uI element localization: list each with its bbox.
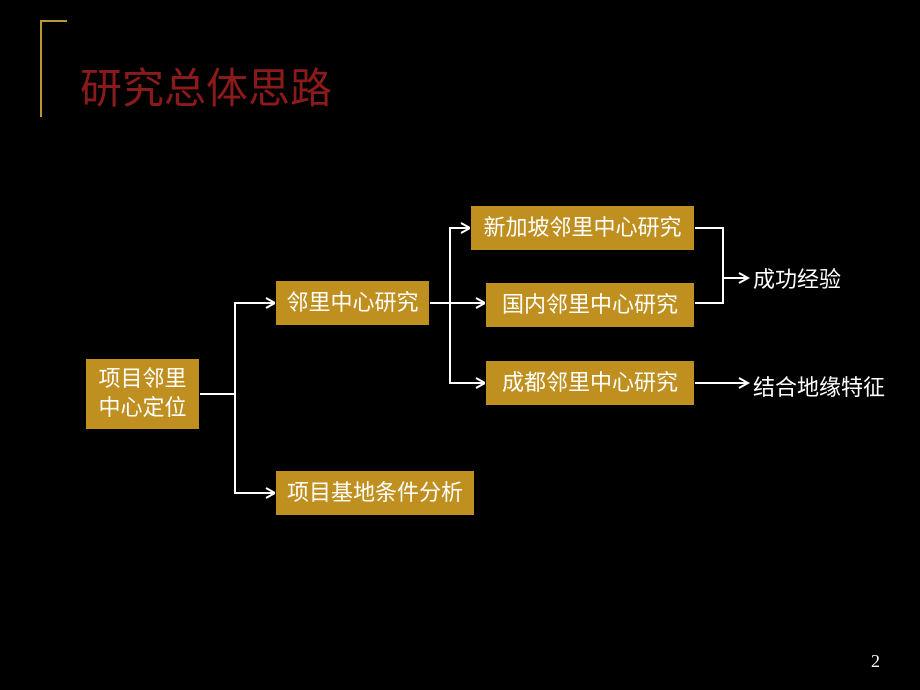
flowchart-node-cd: 成都邻里中心研究 xyxy=(485,360,695,406)
edge xyxy=(430,228,470,303)
flowchart-node-study: 邻里中心研究 xyxy=(275,280,430,326)
slide: 研究总体思路 项目邻里 中心定位邻里中心研究项目基地条件分析新加坡邻里中心研究国… xyxy=(0,0,920,690)
flowchart-edges xyxy=(0,0,920,690)
flowchart-node-site: 项目基地条件分析 xyxy=(275,470,475,516)
page-number: 2 xyxy=(871,651,880,672)
flowchart-annotation-a1: 成功经验 xyxy=(753,262,841,294)
flowchart-node-sgp: 新加坡邻里中心研究 xyxy=(470,205,695,251)
flowchart-annotation-a2: 结合地缘特征 xyxy=(753,370,885,402)
edge xyxy=(450,303,485,383)
flowchart-node-dom: 国内邻里中心研究 xyxy=(485,282,695,328)
edge xyxy=(695,228,748,278)
flowchart-node-root: 项目邻里 中心定位 xyxy=(85,358,200,430)
edge xyxy=(235,394,275,493)
edge xyxy=(200,303,275,394)
edge xyxy=(695,278,723,303)
